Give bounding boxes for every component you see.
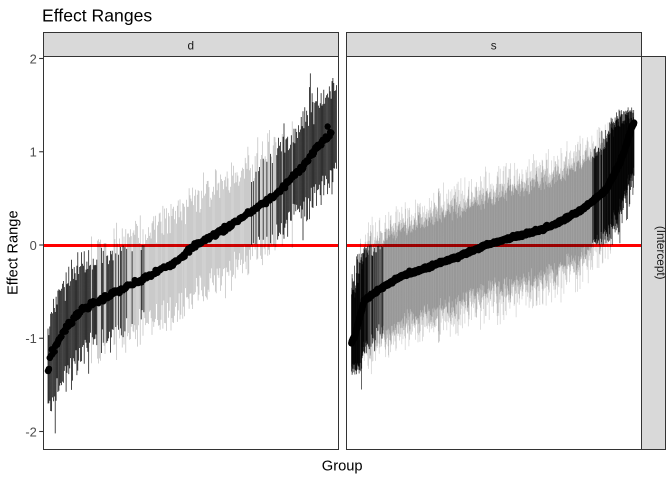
svg-text:-2: -2 xyxy=(25,424,36,439)
svg-text:-1: -1 xyxy=(25,331,36,346)
svg-text:s: s xyxy=(491,38,497,52)
svg-text:Group: Group xyxy=(322,459,363,475)
svg-text:2: 2 xyxy=(30,51,37,66)
svg-text:Effect Range: Effect Range xyxy=(6,210,22,295)
svg-text:1: 1 xyxy=(30,145,37,160)
svg-text:0: 0 xyxy=(30,238,37,253)
svg-text:(Intercept): (Intercept) xyxy=(654,226,668,280)
svg-text:Effect Ranges: Effect Ranges xyxy=(42,6,152,26)
svg-text:d: d xyxy=(187,38,194,52)
